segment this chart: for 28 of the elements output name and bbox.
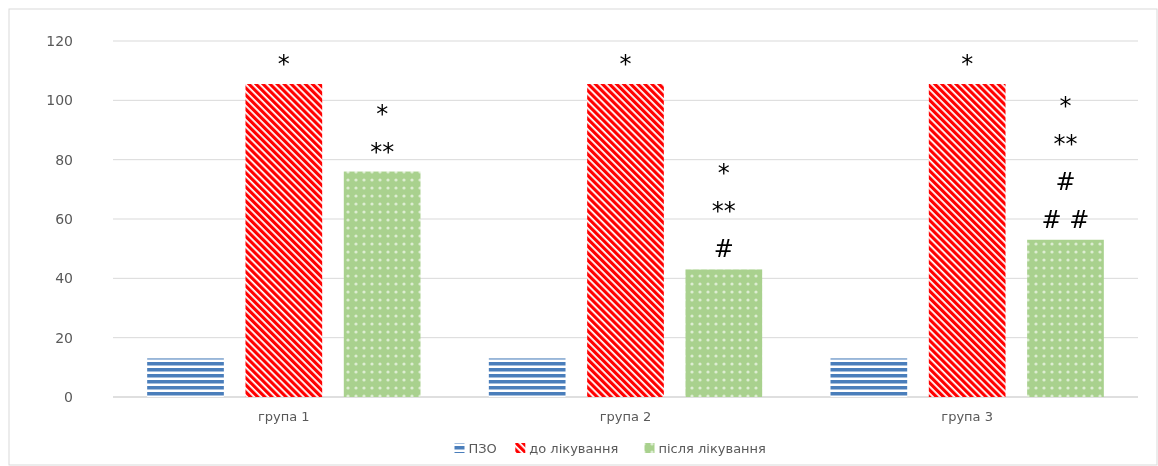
annotation: * ** # # # — [1041, 91, 1090, 234]
x-tick-label: група 3 — [941, 409, 993, 424]
bar — [488, 358, 566, 397]
annotation: * ** # — [711, 159, 736, 264]
bar — [685, 269, 763, 397]
bar — [147, 358, 224, 397]
bar — [343, 171, 421, 397]
annotation: * — [277, 50, 290, 79]
y-tick-label: 40 — [55, 270, 73, 287]
legend-label: ПЗО — [468, 440, 497, 456]
legend-label: після лікування — [658, 440, 766, 456]
y-tick-label: 100 — [46, 92, 73, 109]
annotation: * — [619, 50, 632, 79]
annotation: * — [961, 50, 974, 79]
annotation: *** — [370, 99, 395, 166]
y-tick-label: 60 — [55, 210, 73, 227]
bar — [1027, 239, 1104, 397]
x-tick-label: група 1 — [258, 409, 310, 424]
legend-label: до лікування — [529, 440, 619, 456]
bar — [587, 84, 664, 397]
y-tick-label: 80 — [55, 151, 73, 168]
y-tick-label: 20 — [55, 329, 73, 346]
bar — [830, 358, 908, 397]
y-tick-label: 120 — [46, 32, 73, 49]
y-tick-label: 0 — [64, 388, 73, 405]
x-tick-label: група 2 — [599, 409, 652, 424]
bar — [245, 84, 323, 397]
bar — [928, 84, 1006, 397]
